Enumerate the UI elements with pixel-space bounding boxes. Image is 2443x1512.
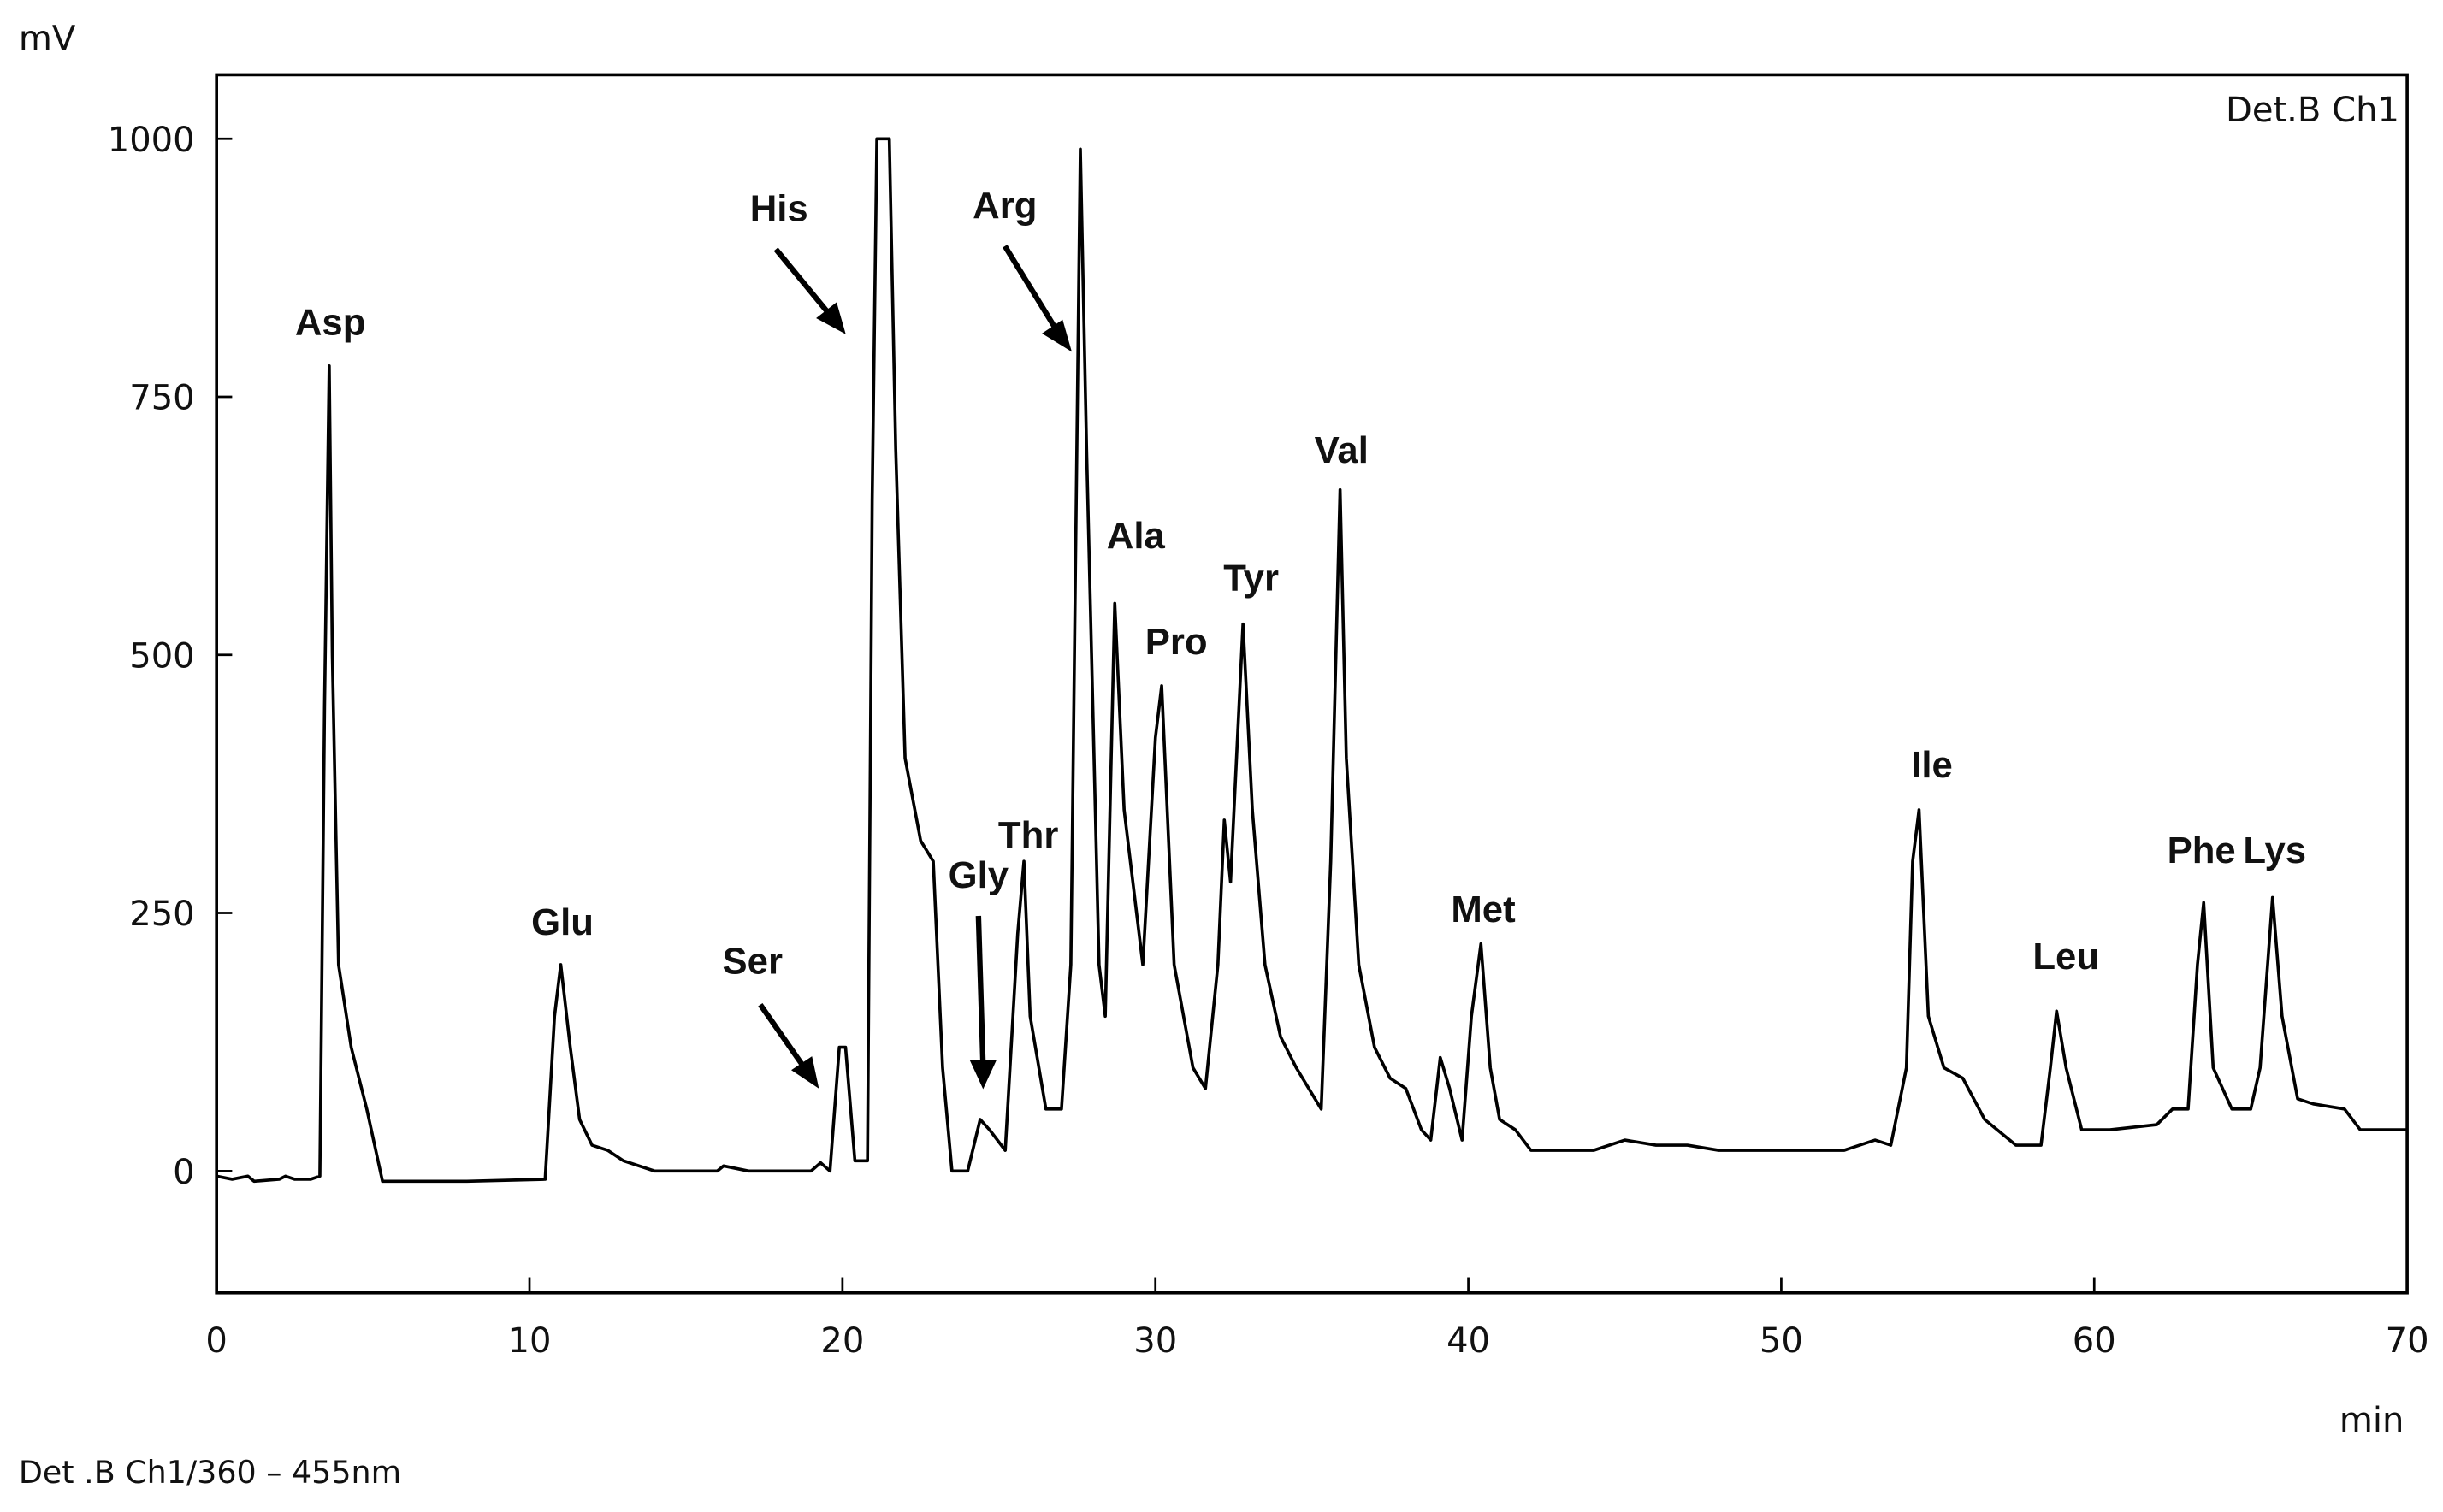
peak-label: Met [1451,889,1516,930]
peak-label: His [750,188,808,230]
y-tick-label: 0 [173,1153,195,1192]
peak-label: Arg [973,185,1037,227]
peak-label: Glu [531,901,594,943]
x-tick-label: 60 [2073,1321,2116,1361]
peak-label: Thr [998,814,1058,856]
y-tick-label: 1000 [108,121,195,160]
peak-label: Pro [1145,621,1208,663]
peak-label: Asp [295,302,366,344]
chromatogram-trace [216,137,2408,1184]
y-axis-label: mV [19,19,76,58]
peak-label: Ser [723,940,783,982]
footer: Det .B Ch1/360 – 455nm [19,1454,401,1491]
y-tick-label: 500 [129,636,194,676]
peak-label: Gly [949,854,1009,896]
detector-label: Det.B Ch1 [2226,91,2399,130]
x-tick-label: 20 [820,1321,864,1361]
plot-frame [215,73,2409,1295]
x-axis-label: min [2339,1401,2405,1440]
peak-label: Phe [2168,830,2236,871]
peak-label: Tyr [1223,557,1279,599]
x-tick-label: 10 [508,1321,552,1361]
x-tick-label: 50 [1760,1321,1803,1361]
peak-label: Ala [1107,515,1166,557]
x-tick-label: 30 [1133,1321,1177,1361]
y-tick-label: 750 [129,379,194,418]
arrows [758,245,1072,1090]
x-tick-label: 0 [205,1321,228,1361]
y-tick-label: 250 [129,895,194,934]
x-tick-label: 70 [2386,1321,2429,1361]
x-tick-label: 40 [1446,1321,1490,1361]
peak-label: Lys [2243,830,2306,871]
peak-label: Leu [2032,936,2099,977]
peak-label: Ile [1911,744,1953,786]
peak-label: Val [1315,429,1369,471]
